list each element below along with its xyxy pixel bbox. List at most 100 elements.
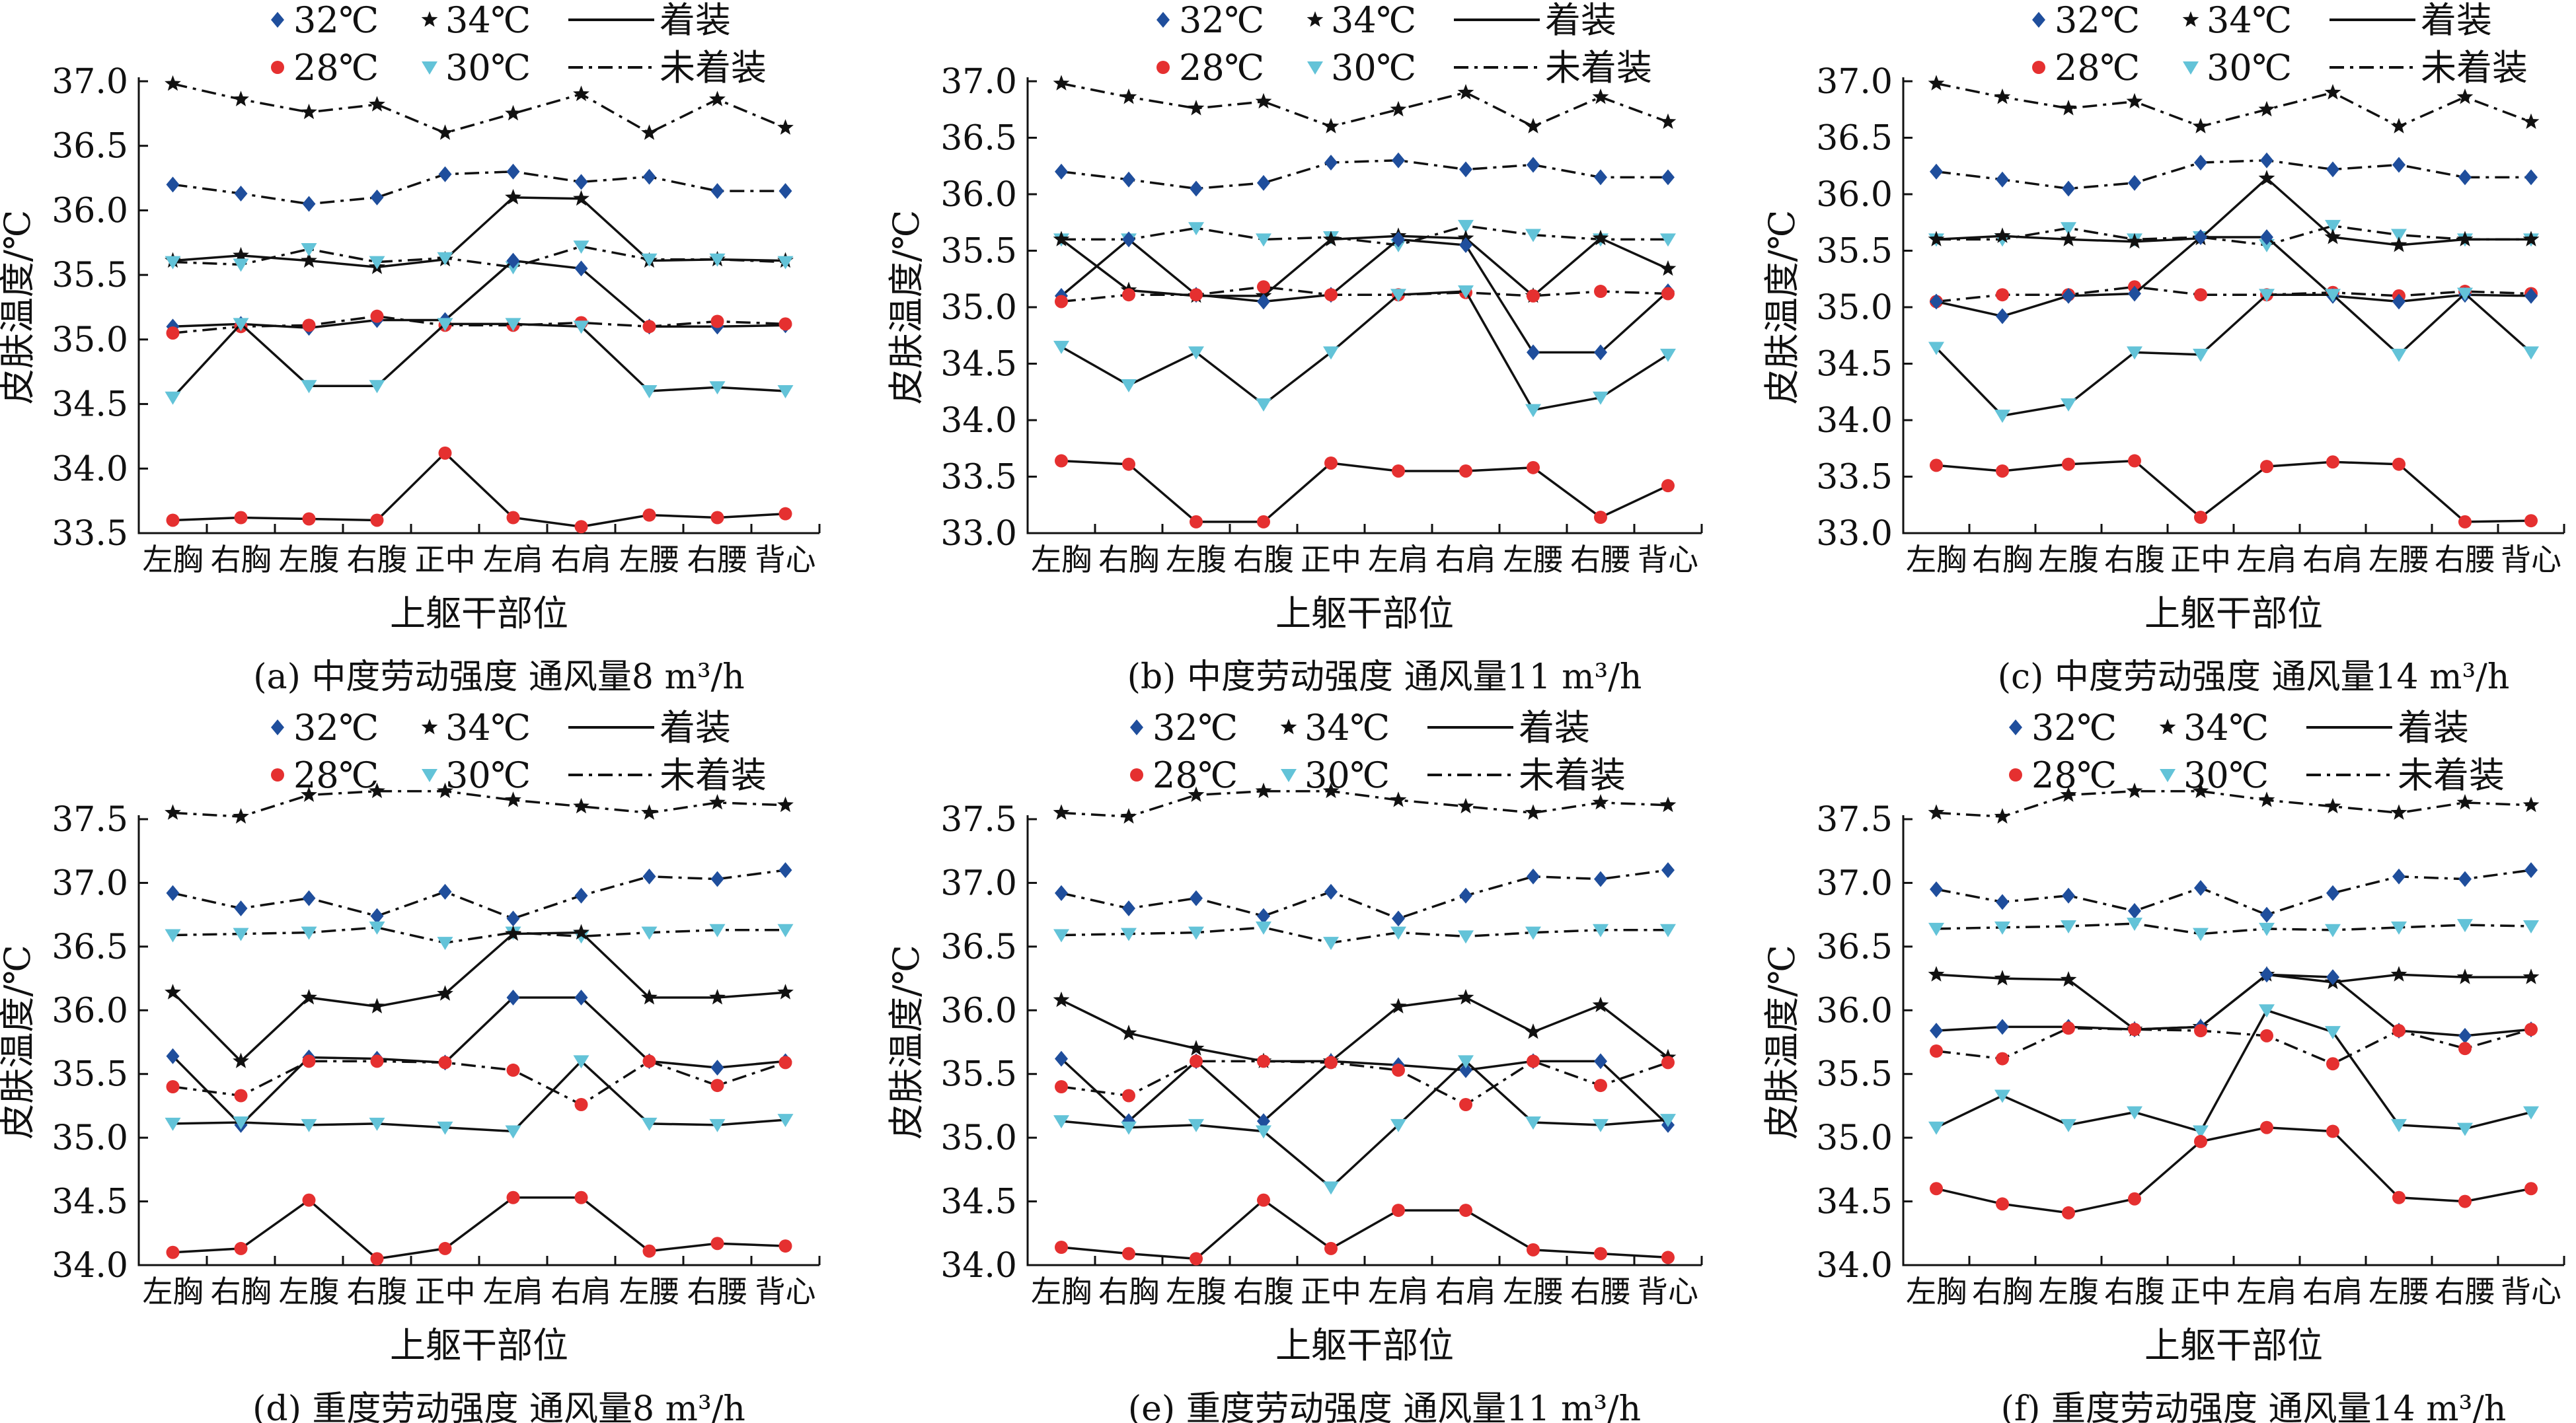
data-point [438, 883, 452, 900]
data-point [641, 1117, 658, 1131]
series-28-worn [1055, 454, 1675, 529]
data-point [1122, 288, 1135, 302]
data-point [370, 908, 384, 924]
data-point [2128, 285, 2141, 302]
x-tick-label: 左胸 [143, 1274, 204, 1309]
legend-marker-32 [2009, 719, 2022, 735]
y-tick-label: 35.0 [940, 288, 1017, 328]
series-line [1936, 459, 2532, 523]
data-point [641, 804, 658, 820]
data-point [2260, 152, 2273, 168]
series-line [1060, 238, 1669, 354]
data-point [1592, 229, 1609, 246]
data-point [1323, 1181, 1339, 1195]
data-point [573, 85, 589, 102]
data-point [234, 186, 248, 202]
data-point [2524, 287, 2538, 304]
x-tick-label: 右腹 [2104, 1274, 2165, 1309]
data-point [437, 124, 453, 140]
data-point [369, 256, 385, 270]
data-point [1525, 1116, 1541, 1130]
data-point [2391, 1118, 2407, 1132]
series-34-notworn [1928, 782, 2540, 824]
data-point [1120, 88, 1137, 104]
data-point [1190, 1252, 1203, 1266]
y-tick-label: 37.0 [52, 62, 128, 102]
data-point [1190, 890, 1203, 906]
data-point [710, 1060, 724, 1076]
data-point [506, 511, 520, 525]
x-tick-label: 正中 [415, 1274, 476, 1309]
legend-label-32: 32℃ [2055, 0, 2140, 41]
data-point [505, 188, 521, 205]
data-point [1459, 161, 1472, 178]
data-point [574, 990, 588, 1005]
data-point [777, 119, 794, 135]
data-point [233, 1116, 249, 1130]
data-point [2258, 170, 2275, 186]
data-point [437, 782, 453, 799]
series-line [1061, 996, 1669, 1063]
data-point [1525, 404, 1541, 418]
legend-label-34: 34℃ [1331, 0, 1416, 41]
y-tick-label: 34.5 [1816, 345, 1893, 384]
data-point [505, 791, 521, 807]
y-tick-label: 36.5 [1816, 928, 1893, 967]
data-point [1527, 344, 1540, 361]
data-point [2325, 1026, 2341, 1040]
series-30-worn [1928, 287, 2539, 423]
data-point [165, 984, 181, 1000]
data-point [369, 1117, 385, 1131]
series-line [172, 314, 786, 334]
data-point [1661, 862, 1675, 879]
data-point [234, 1241, 248, 1255]
x-tick-label: 右腹 [1233, 542, 1294, 577]
data-point [505, 318, 521, 332]
data-point [1459, 1204, 1472, 1218]
data-point [1930, 1044, 1943, 1058]
legend-label-28: 28℃ [293, 47, 379, 89]
x-tick-label: 右腰 [2435, 1274, 2495, 1309]
x-axis-label: 上躯干部位 [390, 1325, 568, 1366]
data-point [1322, 118, 1340, 133]
data-point [2194, 155, 2207, 171]
series-line [172, 931, 786, 1063]
y-tick-label: 36.0 [1816, 175, 1893, 215]
data-point [2522, 968, 2540, 984]
legend-label-30: 30℃ [445, 47, 531, 89]
x-tick-label: 左胸 [1906, 542, 1967, 577]
series-line [172, 926, 786, 944]
data-point [709, 924, 726, 937]
series-line [172, 789, 786, 818]
data-point [709, 91, 726, 106]
data-point [1390, 100, 1407, 117]
x-tick-label: 右胸 [1098, 542, 1159, 577]
caption: (f) 重度劳动强度 通风量14 m³/h [2001, 1389, 2507, 1423]
data-point [234, 511, 248, 525]
data-point [166, 1048, 180, 1064]
series-28-notworn [1055, 280, 1675, 309]
data-point [1527, 1054, 1540, 1068]
legend-label-34: 34℃ [2207, 0, 2292, 41]
y-tick-label: 34.5 [940, 345, 1017, 384]
data-point [1390, 926, 1406, 940]
data-point [2128, 454, 2141, 468]
data-point [2193, 1125, 2209, 1139]
data-point [2062, 457, 2075, 471]
data-point [574, 260, 588, 277]
y-tick-label: 36.0 [940, 991, 1017, 1031]
y-tick-label: 37.5 [940, 800, 1017, 840]
data-point [301, 926, 317, 940]
y-tick-label: 34.0 [52, 1246, 128, 1286]
x-tick-label: 左腹 [1166, 542, 1227, 577]
data-point [2061, 398, 2076, 412]
data-point [2060, 971, 2077, 987]
data-point [2456, 793, 2474, 810]
data-point [1459, 1062, 1472, 1078]
data-point [1392, 152, 1405, 168]
data-point [2524, 514, 2538, 528]
data-point [1324, 1241, 1338, 1255]
series-32-notworn [166, 163, 792, 212]
data-point [2456, 231, 2474, 246]
